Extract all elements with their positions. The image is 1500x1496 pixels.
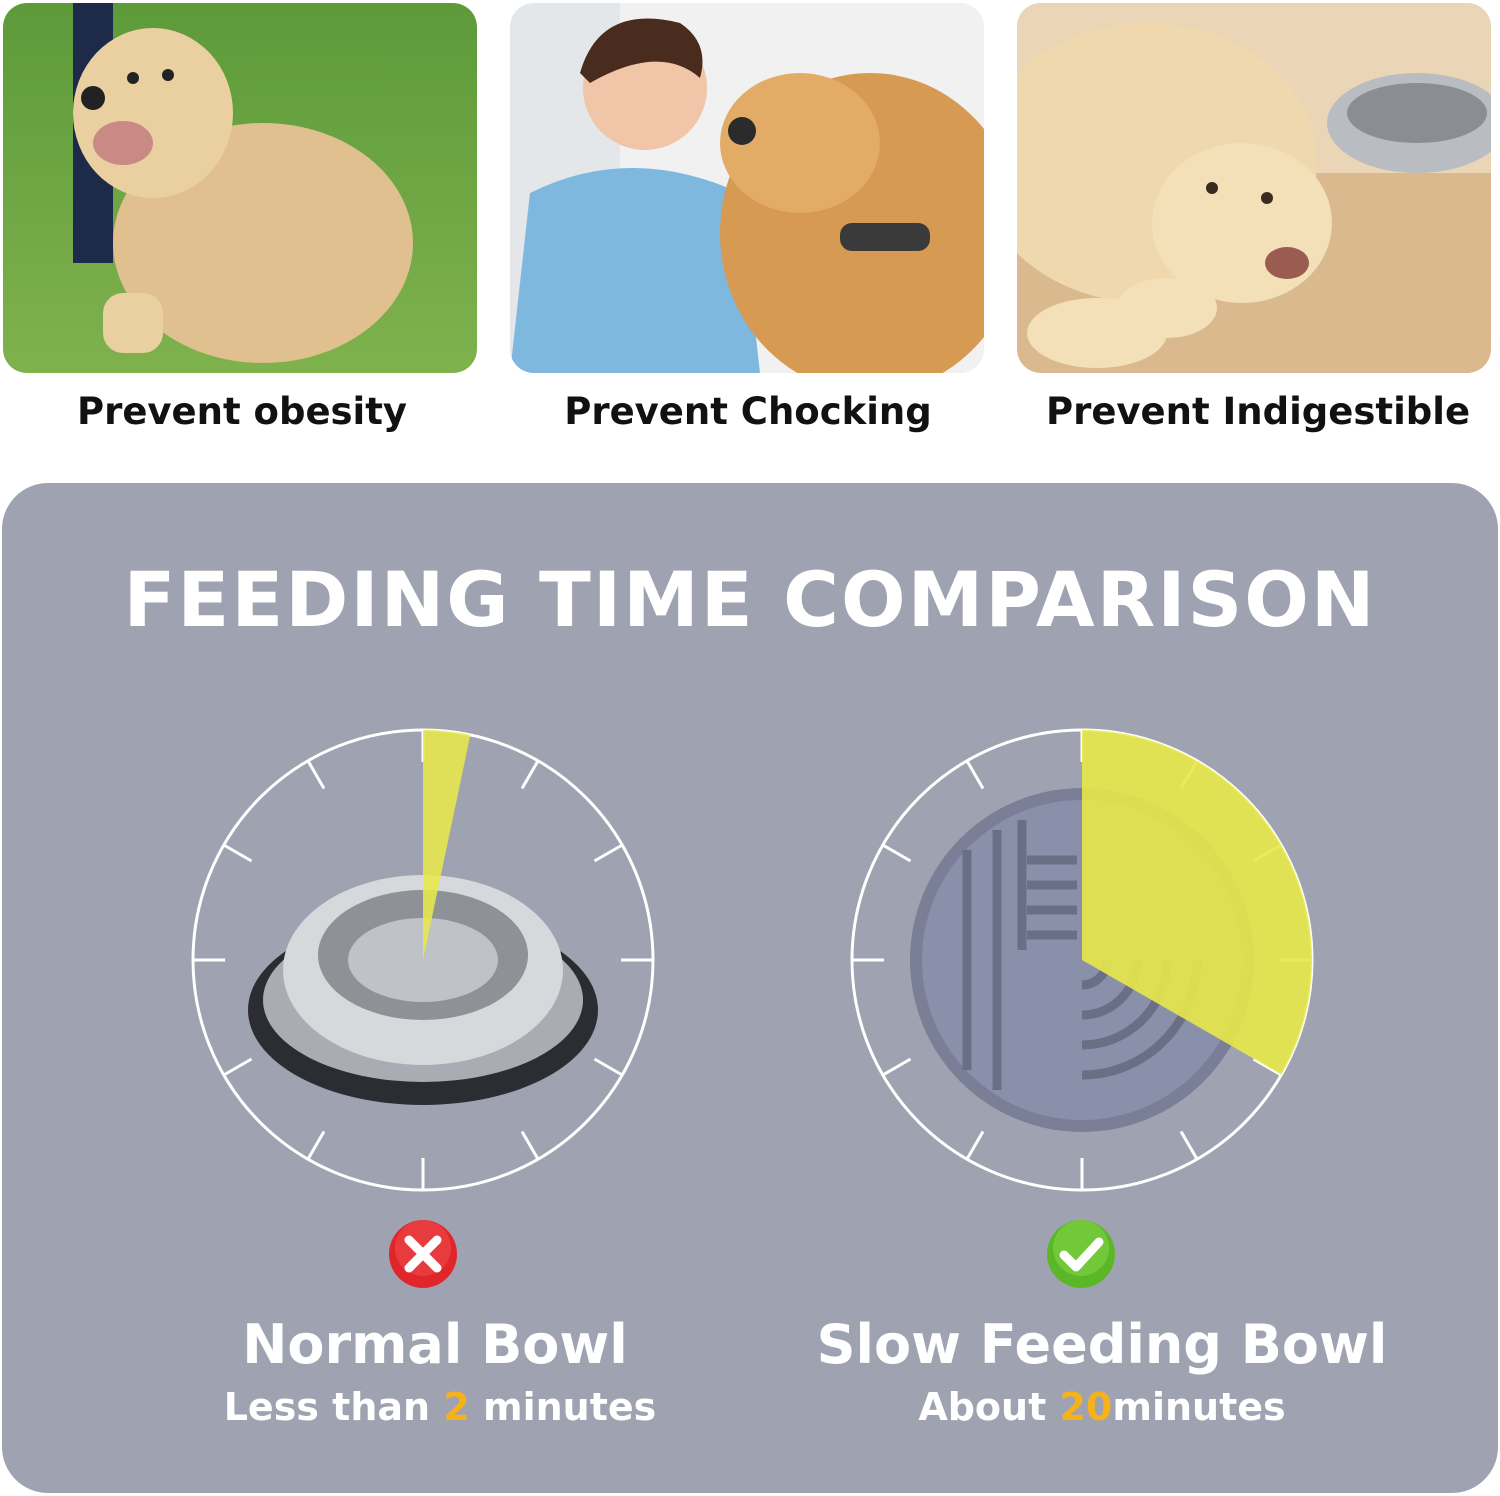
- normal-bowl-time-wedge: [423, 730, 471, 960]
- caption-prevent-chocking: Prevent Chocking: [564, 390, 932, 433]
- x-icon: [387, 1218, 459, 1290]
- slow-bowl-dial: [847, 725, 1317, 1195]
- dial-tick: [520, 1130, 540, 1160]
- normal-bowl-label: Normal Bowl: [242, 1313, 628, 1376]
- dial-tick: [223, 843, 253, 863]
- check-icon: [1045, 1218, 1117, 1290]
- normal-bowl-image: [248, 875, 598, 1105]
- labrador-with-steel-bowl-photo: [1017, 3, 1491, 373]
- dial-tick: [520, 760, 540, 790]
- dial-tick: [593, 1057, 623, 1077]
- feeding-time-comparison-panel: FEEDING TIME COMPARISON: [2, 483, 1498, 1493]
- dial-tick: [593, 843, 623, 863]
- dial-tick: [1179, 1130, 1199, 1160]
- panel-title: FEEDING TIME COMPARISON: [123, 555, 1377, 644]
- slow-bowl-time-wedge: [1082, 730, 1312, 1075]
- normal-bowl-time: Less than 2 minutes: [223, 1385, 657, 1429]
- dial-tick: [882, 843, 912, 863]
- dial-tick: [1252, 1057, 1282, 1077]
- slow-bowl-label: Slow Feeding Bowl: [816, 1313, 1388, 1376]
- dial-tick: [223, 1057, 253, 1077]
- vet-with-golden-retriever-photo: [510, 3, 984, 373]
- normal-bowl-dial: [188, 725, 658, 1195]
- dial-tick: [306, 760, 326, 790]
- dial-tick: [965, 760, 985, 790]
- caption-prevent-indigestible: Prevent Indigestible: [1045, 390, 1471, 433]
- caption-prevent-obesity: Prevent obesity: [76, 390, 408, 433]
- slow-bowl-time: About 20minutes: [918, 1385, 1286, 1429]
- dial-tick: [882, 1057, 912, 1077]
- dial-tick: [306, 1130, 326, 1160]
- dial-tick: [965, 1130, 985, 1160]
- overweight-labrador-photo: [3, 3, 477, 373]
